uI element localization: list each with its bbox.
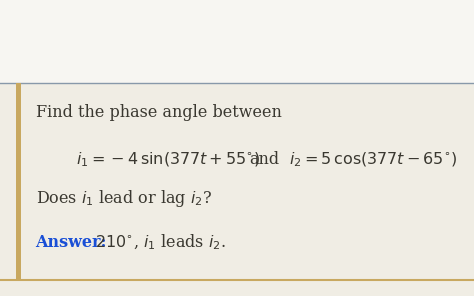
Text: $i_2 = 5\,\cos(377t - 65^{\circ})$: $i_2 = 5\,\cos(377t - 65^{\circ})$ [289, 151, 458, 169]
Text: $210^{\circ}$, $i_1$ leads $i_2$.: $210^{\circ}$, $i_1$ leads $i_2$. [95, 233, 226, 252]
Text: Find the phase angle between: Find the phase angle between [36, 104, 282, 121]
Bar [16, 83, 21, 280]
Text: and: and [249, 151, 279, 168]
Text: $i_1 = -4\,\sin(377t + 55^{\circ})$: $i_1 = -4\,\sin(377t + 55^{\circ})$ [76, 151, 260, 169]
Bar [0, 83, 474, 296]
Text: Answer:: Answer: [36, 234, 107, 251]
Text: Does $i_1$ lead or lag $i_2$?: Does $i_1$ lead or lag $i_2$? [36, 188, 211, 209]
